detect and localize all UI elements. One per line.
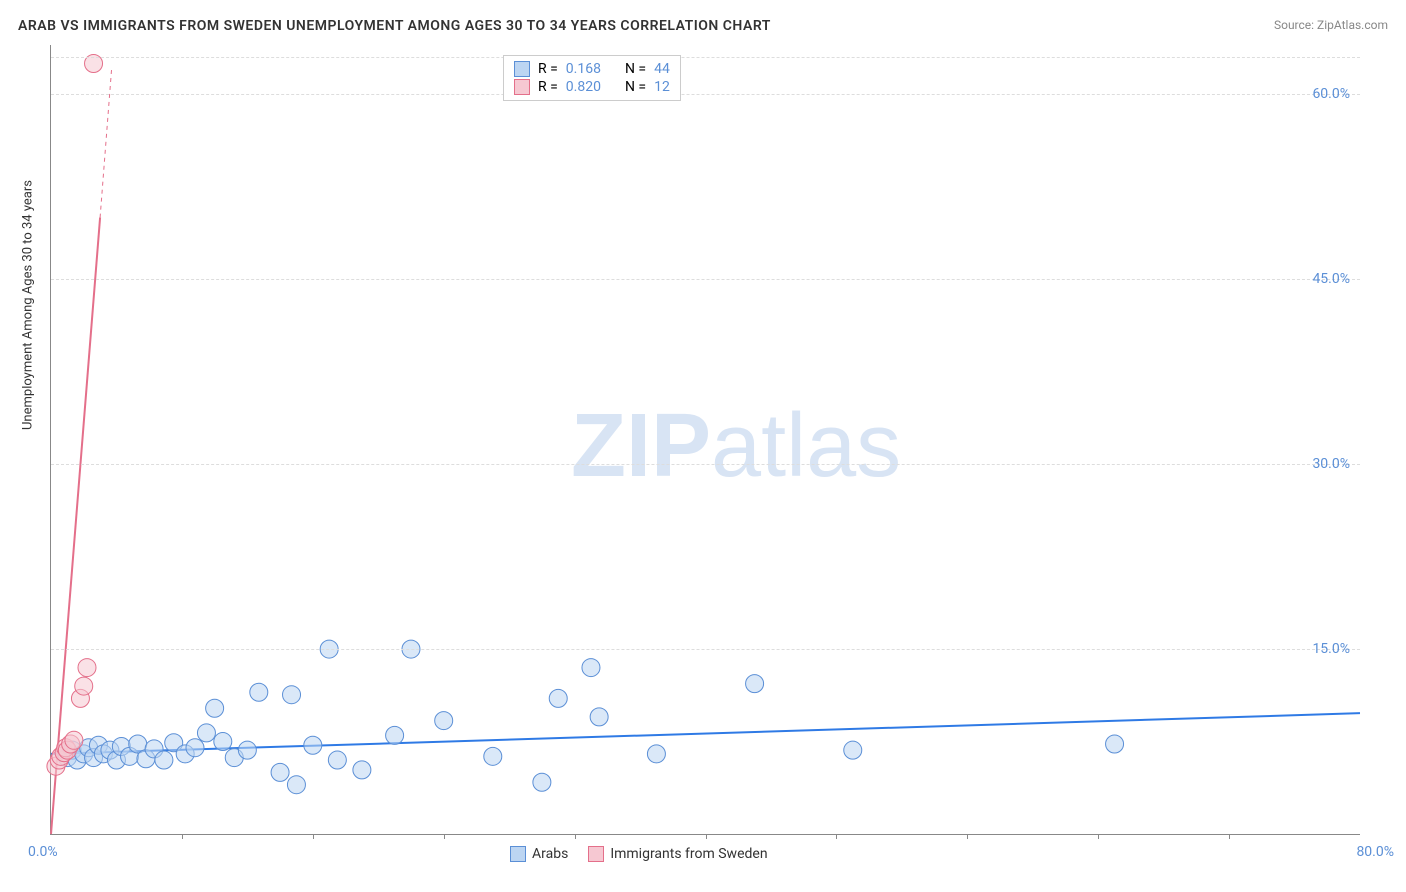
gridline xyxy=(51,649,1360,650)
r-label-0: R = xyxy=(538,61,558,77)
legend-swatch-1 xyxy=(514,79,530,95)
x-tick xyxy=(313,834,314,839)
chart-source: Source: ZipAtlas.com xyxy=(1274,18,1388,32)
r-value-1: 0.820 xyxy=(566,79,601,95)
y-tick-label: 45.0% xyxy=(1312,271,1350,287)
y-tick-label: 15.0% xyxy=(1312,641,1350,657)
legend-stats: R = 0.168 N = 44 R = 0.820 N = 12 xyxy=(503,55,681,101)
n-value-1: 12 xyxy=(654,79,670,95)
gridline xyxy=(51,464,1360,465)
x-tick xyxy=(836,834,837,839)
chart-title: ARAB VS IMMIGRANTS FROM SWEDEN UNEMPLOYM… xyxy=(18,18,771,34)
x-tick xyxy=(706,834,707,839)
legend-swatch-0 xyxy=(514,61,530,77)
gridline xyxy=(51,94,1360,95)
legend-series: Arabs Immigrants from Sweden xyxy=(510,846,768,862)
plot-area: ZIPatlas 15.0%30.0%45.0%60.0% xyxy=(50,45,1360,835)
legend-stats-row-1: R = 0.820 N = 12 xyxy=(514,78,670,96)
legend-item-sweden: Immigrants from Sweden xyxy=(588,846,767,862)
x-tick xyxy=(575,834,576,839)
y-tick-label: 30.0% xyxy=(1312,456,1350,472)
y-axis-label: Unemployment Among Ages 30 to 34 years xyxy=(21,180,36,430)
chart-svg xyxy=(51,45,1360,834)
x-origin-label: 0.0% xyxy=(28,844,58,860)
x-tick xyxy=(182,834,183,839)
r-value-0: 0.168 xyxy=(566,61,601,77)
gridline xyxy=(51,279,1360,280)
n-value-0: 44 xyxy=(654,61,670,77)
legend-swatch-sweden xyxy=(588,846,604,862)
legend-label-arabs: Arabs xyxy=(532,846,568,862)
x-tick xyxy=(967,834,968,839)
gridline xyxy=(51,57,1360,58)
r-label-1: R = xyxy=(538,79,558,95)
x-tick xyxy=(1098,834,1099,839)
legend-stats-row-0: R = 0.168 N = 44 xyxy=(514,60,670,78)
y-tick-label: 60.0% xyxy=(1312,86,1350,102)
x-end-label: 80.0% xyxy=(1356,844,1394,860)
legend-item-arabs: Arabs xyxy=(510,846,568,862)
n-label-1: N = xyxy=(625,79,646,95)
legend-swatch-arabs xyxy=(510,846,526,862)
x-tick xyxy=(1229,834,1230,839)
n-label-0: N = xyxy=(625,61,646,77)
legend-label-sweden: Immigrants from Sweden xyxy=(610,846,767,862)
x-tick xyxy=(444,834,445,839)
